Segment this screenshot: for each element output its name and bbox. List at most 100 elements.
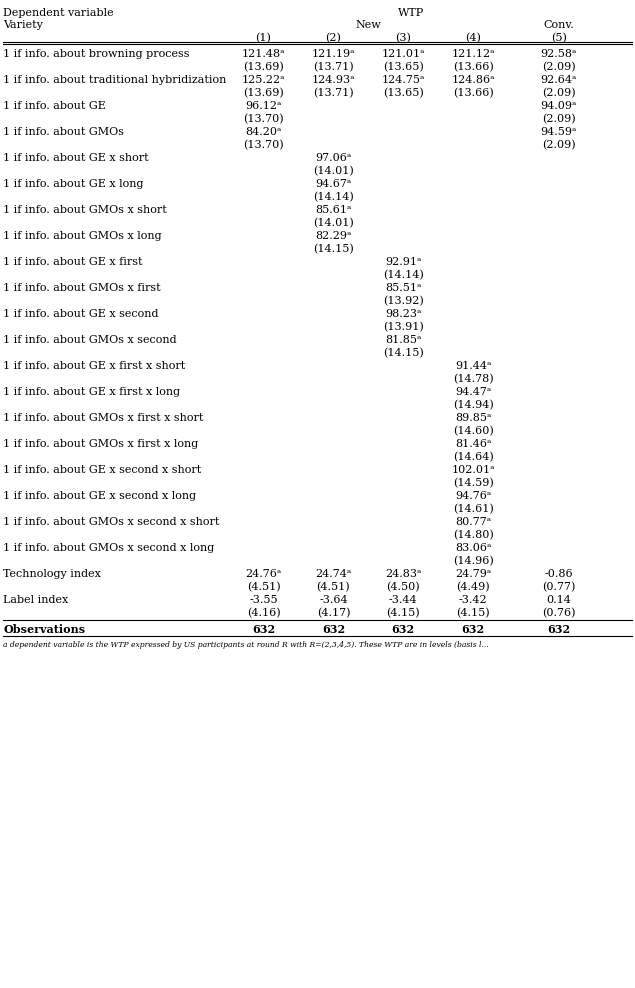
Text: 1 if info. about GMOs x second: 1 if info. about GMOs x second	[3, 335, 177, 345]
Text: (4.51): (4.51)	[317, 582, 350, 592]
Text: 124.75ᵃ: 124.75ᵃ	[382, 75, 425, 85]
Text: (4.15): (4.15)	[387, 608, 420, 618]
Text: 98.23ᵃ: 98.23ᵃ	[385, 309, 422, 319]
Text: 121.01ᵃ: 121.01ᵃ	[382, 49, 425, 59]
Text: -3.55: -3.55	[249, 595, 278, 606]
Text: (13.65): (13.65)	[383, 61, 424, 72]
Text: 97.06ᵃ: 97.06ᵃ	[315, 153, 352, 163]
Text: 83.06ᵃ: 83.06ᵃ	[455, 543, 491, 553]
Text: (14.59): (14.59)	[453, 478, 493, 488]
Text: WTP: WTP	[398, 8, 424, 18]
Text: Dependent variable: Dependent variable	[3, 8, 114, 18]
Text: (13.71): (13.71)	[313, 88, 354, 98]
Text: (2.09): (2.09)	[542, 139, 575, 150]
Text: 121.12ᵃ: 121.12ᵃ	[451, 49, 495, 59]
Text: (14.94): (14.94)	[453, 400, 493, 410]
Text: 82.29ᵃ: 82.29ᵃ	[315, 231, 352, 241]
Text: (13.69): (13.69)	[243, 88, 284, 98]
Text: (14.01): (14.01)	[313, 166, 354, 176]
Text: 1 if info. about GE x second x short: 1 if info. about GE x second x short	[3, 465, 201, 475]
Text: (14.15): (14.15)	[313, 244, 354, 254]
Text: -0.86: -0.86	[544, 569, 573, 579]
Text: 24.79ᵃ: 24.79ᵃ	[455, 569, 491, 579]
Text: 85.61ᵃ: 85.61ᵃ	[315, 206, 352, 215]
Text: 632: 632	[322, 624, 345, 635]
Text: 632: 632	[252, 624, 275, 635]
Text: 121.48ᵃ: 121.48ᵃ	[242, 49, 285, 59]
Text: (1): (1)	[255, 33, 271, 43]
Text: 80.77ᵃ: 80.77ᵃ	[455, 518, 491, 528]
Text: Technology index: Technology index	[3, 569, 101, 579]
Text: 92.58ᵃ: 92.58ᵃ	[540, 49, 577, 59]
Text: 124.86ᵃ: 124.86ᵃ	[451, 75, 495, 85]
Text: (14.78): (14.78)	[453, 373, 493, 384]
Text: (14.60): (14.60)	[453, 426, 493, 436]
Text: 1 if info. about GE x first x short: 1 if info. about GE x first x short	[3, 362, 185, 371]
Text: (13.66): (13.66)	[453, 61, 493, 72]
Text: (5): (5)	[551, 33, 566, 43]
Text: (13.70): (13.70)	[243, 114, 284, 124]
Text: (4): (4)	[465, 33, 481, 43]
Text: 0.14: 0.14	[546, 595, 572, 606]
Text: Variety: Variety	[3, 21, 43, 31]
Text: 85.51ᵃ: 85.51ᵃ	[385, 284, 422, 293]
Text: (2): (2)	[325, 33, 342, 43]
Text: a dependent variable is the WTP expressed by US participants at round R with R=(: a dependent variable is the WTP expresse…	[3, 641, 489, 649]
Text: 1 if info. about GMOs x short: 1 if info. about GMOs x short	[3, 206, 167, 215]
Text: 1 if info. about GE x second x long: 1 if info. about GE x second x long	[3, 491, 196, 501]
Text: 1 if info. about GMOs x second x short: 1 if info. about GMOs x second x short	[3, 518, 220, 528]
Text: 632: 632	[462, 624, 485, 635]
Text: (14.61): (14.61)	[453, 504, 493, 514]
Text: (13.65): (13.65)	[383, 88, 424, 98]
Text: 94.59ᵃ: 94.59ᵃ	[540, 127, 577, 137]
Text: 632: 632	[547, 624, 570, 635]
Text: 84.20ᵃ: 84.20ᵃ	[245, 127, 282, 137]
Text: 1 if info. about GMOs x first x long: 1 if info. about GMOs x first x long	[3, 440, 198, 450]
Text: 1 if info. about GMOs: 1 if info. about GMOs	[3, 127, 124, 137]
Text: (14.14): (14.14)	[313, 192, 354, 203]
Text: 1 if info. about GMOs x first: 1 if info. about GMOs x first	[3, 284, 161, 293]
Text: (14.15): (14.15)	[383, 348, 424, 358]
Text: (4.49): (4.49)	[457, 582, 490, 592]
Text: (2.09): (2.09)	[542, 88, 575, 98]
Text: -3.42: -3.42	[458, 595, 488, 606]
Text: 1 if info. about browning process: 1 if info. about browning process	[3, 49, 190, 59]
Text: (0.77): (0.77)	[542, 582, 575, 592]
Text: 125.22ᵃ: 125.22ᵃ	[242, 75, 285, 85]
Text: 81.85ᵃ: 81.85ᵃ	[385, 335, 422, 345]
Text: -3.64: -3.64	[319, 595, 348, 606]
Text: 94.76ᵃ: 94.76ᵃ	[455, 491, 491, 501]
Text: (0.76): (0.76)	[542, 608, 575, 618]
Text: 94.47ᵃ: 94.47ᵃ	[455, 387, 491, 397]
Text: 94.09ᵃ: 94.09ᵃ	[540, 101, 577, 112]
Text: 81.46ᵃ: 81.46ᵃ	[455, 440, 491, 450]
Text: (4.17): (4.17)	[317, 608, 350, 618]
Text: 1 if info. about GE x first x long: 1 if info. about GE x first x long	[3, 387, 180, 397]
Text: (14.80): (14.80)	[453, 530, 493, 540]
Text: 1 if info. about GE x long: 1 if info. about GE x long	[3, 179, 144, 190]
Text: (2.09): (2.09)	[542, 61, 575, 72]
Text: (13.92): (13.92)	[383, 295, 424, 306]
Text: Conv.: Conv.	[544, 21, 574, 31]
Text: 89.85ᵃ: 89.85ᵃ	[455, 413, 491, 423]
Text: 1 if info. about GE: 1 if info. about GE	[3, 101, 106, 112]
Text: (14.64): (14.64)	[453, 452, 493, 462]
Text: 92.91ᵃ: 92.91ᵃ	[385, 257, 422, 267]
Text: (4.16): (4.16)	[247, 608, 280, 618]
Text: 1 if info. about GMOs x long: 1 if info. about GMOs x long	[3, 231, 162, 241]
Text: Label index: Label index	[3, 595, 69, 606]
Text: 91.44ᵃ: 91.44ᵃ	[455, 362, 491, 371]
Text: 1 if info. about GE x short: 1 if info. about GE x short	[3, 153, 149, 163]
Text: (3): (3)	[395, 33, 411, 43]
Text: 24.83ᵃ: 24.83ᵃ	[385, 569, 422, 579]
Text: 124.93ᵃ: 124.93ᵃ	[312, 75, 355, 85]
Text: 92.64ᵃ: 92.64ᵃ	[540, 75, 577, 85]
Text: (13.70): (13.70)	[243, 139, 284, 150]
Text: (4.50): (4.50)	[387, 582, 420, 592]
Text: (13.66): (13.66)	[453, 88, 493, 98]
Text: 1 if info. about GMOs x first x short: 1 if info. about GMOs x first x short	[3, 413, 204, 423]
Text: 632: 632	[392, 624, 415, 635]
Text: 24.74ᵃ: 24.74ᵃ	[315, 569, 352, 579]
Text: (4.15): (4.15)	[457, 608, 490, 618]
Text: (2.09): (2.09)	[542, 114, 575, 124]
